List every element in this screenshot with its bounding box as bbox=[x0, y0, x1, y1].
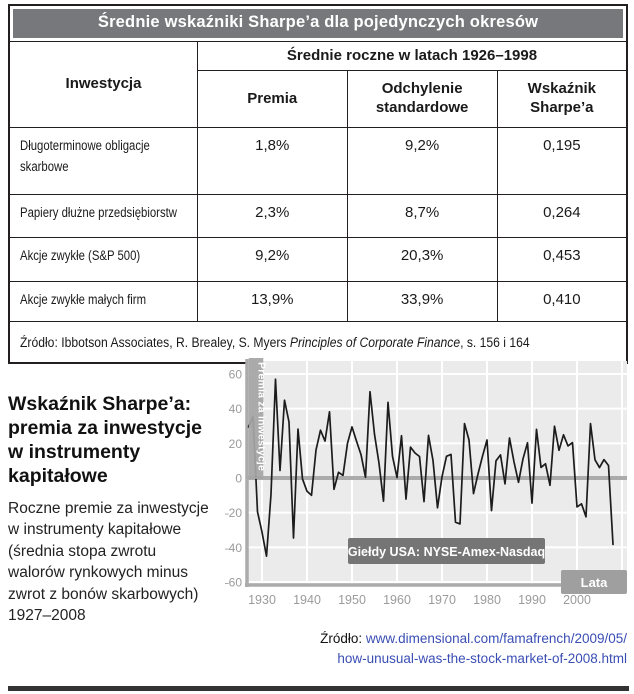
table-row: Długoterminowe obligacje skarbowe 1,8% 9… bbox=[8, 127, 628, 195]
row-label: Papiery dłużne przedsiębiorstw bbox=[8, 194, 198, 238]
equity-premium-chart: Premia za inwestycje 60 40 20 0 –20 –40 –60 1930… bbox=[222, 355, 634, 613]
table-source: Źródło: Ibbotson Associates, R. Brealey,… bbox=[8, 321, 628, 364]
x-axis-label-box bbox=[561, 570, 627, 594]
row-wskaznik: 0,410 bbox=[496, 281, 628, 322]
x-tick-label: 1980 bbox=[473, 593, 501, 607]
table-source-book-title: Principles of Corporate Finance bbox=[289, 334, 461, 350]
row-odchylenie: 20,3% bbox=[346, 237, 498, 282]
y-tick-label: –40 bbox=[225, 541, 242, 555]
figure-source-link-line1[interactable]: www.dimensional.com/famafrench/2009/05/ bbox=[365, 631, 627, 646]
figure-title: Wskaźnik Sharpe’a: premia za inwestycje … bbox=[8, 393, 203, 487]
figure-source-label: Źródło: bbox=[320, 631, 366, 646]
table-title-cell: Średnie wskaźniki Sharpe’a dla pojedyncz… bbox=[8, 4, 628, 42]
row-wskaznik: 0,264 bbox=[496, 194, 628, 238]
y-tick-label: 40 bbox=[229, 402, 243, 416]
chart-canvas: Premia za inwestycje 60 40 20 0 –20 –40 –60 1930… bbox=[222, 358, 627, 607]
row-wskaznik: 0,453 bbox=[496, 237, 628, 282]
row-premia: 1,8% bbox=[196, 127, 348, 195]
x-tick-label: 1990 bbox=[518, 593, 546, 607]
x-tick-label: 1960 bbox=[383, 593, 411, 607]
y-axis-label-bar bbox=[248, 358, 264, 479]
x-tick-label: 1940 bbox=[293, 593, 321, 607]
row-wskaznik: 0,195 bbox=[496, 127, 628, 195]
figure-source: Źródło: www.dimensional.com/famafrench/2… bbox=[320, 629, 627, 668]
x-tick-label: 2000 bbox=[563, 593, 591, 607]
x-axis-label: Lata bbox=[581, 575, 609, 590]
table-source-suffix: , s. 156 i 164 bbox=[460, 334, 530, 350]
y-tick-label: –60 bbox=[225, 576, 242, 590]
row-odchylenie: 33,9% bbox=[346, 281, 498, 322]
annotation-text: Giełdy USA: NYSE-Amex-Nasdaq bbox=[348, 545, 545, 559]
x-tick-label: 1930 bbox=[248, 593, 276, 607]
x-tick-label: 1950 bbox=[338, 593, 366, 607]
sharpe-ratio-table: Średnie wskaźniki Sharpe’a dla pojedyncz… bbox=[8, 4, 628, 364]
y-tick-label: –20 bbox=[225, 506, 242, 520]
data-line bbox=[247, 378, 614, 558]
column-header-odchylenie: Odchylenie standardowe bbox=[346, 70, 498, 128]
row-odchylenie: 8,7% bbox=[346, 194, 498, 238]
section-divider bbox=[8, 686, 629, 691]
figure-source-link-line2[interactable]: how-unusual-was-the-stock-market-of-2008… bbox=[337, 650, 627, 666]
row-premia: 13,9% bbox=[196, 281, 348, 322]
row-label: Akcje zwykłe (S&P 500) bbox=[8, 237, 198, 282]
figure-description: Roczne premie za inwestycje w instrument… bbox=[8, 500, 209, 624]
annotation-box bbox=[348, 538, 545, 564]
row-premia: 9,2% bbox=[196, 237, 348, 282]
y-tick-label: 0 bbox=[235, 472, 242, 486]
table-title: Średnie wskaźniki Sharpe’a dla pojedyncz… bbox=[13, 9, 623, 38]
column-header-inwestycja: Inwestycja bbox=[8, 41, 198, 128]
row-label: Długoterminowe obligacje skarbowe bbox=[8, 127, 198, 195]
y-tick-label: 60 bbox=[229, 368, 243, 382]
table-row: Akcje zwykłe małych firm 13,9% 33,9% 0,4… bbox=[8, 281, 628, 322]
row-odchylenie: 9,2% bbox=[346, 127, 498, 195]
table-row: Papiery dłużne przedsiębiorstw 2,3% 8,7%… bbox=[8, 194, 628, 238]
row-label: Akcje zwykłe małych firm bbox=[8, 281, 198, 322]
x-tick-label: 1970 bbox=[428, 593, 456, 607]
table-source-prefix: Źródło: Ibbotson Associates, R. Brealey,… bbox=[20, 334, 290, 350]
y-tick-label: 20 bbox=[229, 437, 243, 451]
y-axis-label: Premia za inwestycje bbox=[256, 362, 268, 471]
table-row: Akcje zwykłe (S&P 500) 9,2% 20,3% 0,453 bbox=[8, 237, 628, 282]
column-header-premia: Premia bbox=[196, 70, 348, 128]
column-header-wskaznik: Wskaźnik Sharpe’a bbox=[496, 70, 628, 128]
column-group-header: Średnie roczne w latach 1926–1998 bbox=[196, 41, 628, 71]
row-premia: 2,3% bbox=[196, 194, 348, 238]
